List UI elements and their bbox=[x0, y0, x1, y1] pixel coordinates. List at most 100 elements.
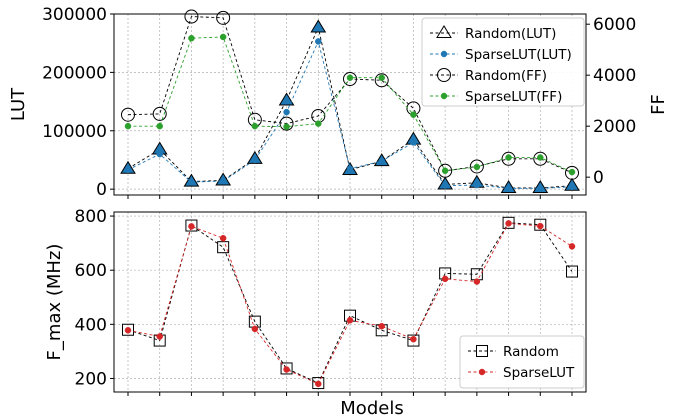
y-right-tick-label: 0 bbox=[593, 168, 604, 188]
data-point bbox=[473, 163, 481, 171]
series-sparselut-ff- bbox=[124, 33, 576, 176]
legend-label: Random(LUT) bbox=[465, 26, 556, 42]
x-axis-title: Models bbox=[340, 398, 403, 416]
legend-marker bbox=[440, 50, 448, 58]
data-point bbox=[156, 122, 163, 130]
data-point bbox=[378, 322, 385, 330]
data-point bbox=[315, 380, 322, 388]
y-axis-title: LUT bbox=[8, 87, 29, 121]
data-point bbox=[346, 74, 354, 81]
data-point bbox=[121, 107, 135, 122]
y-axis-title: F_max (MHz) bbox=[44, 244, 65, 361]
series-line bbox=[127, 25, 573, 189]
data-point bbox=[283, 366, 290, 373]
data-point bbox=[283, 108, 290, 116]
y-tick-label: 400 bbox=[75, 315, 107, 335]
data-point bbox=[124, 327, 132, 334]
data-point bbox=[278, 92, 295, 106]
y-tick-label: 600 bbox=[75, 261, 107, 281]
y-tick-label: 200 bbox=[75, 369, 107, 389]
data-point bbox=[505, 220, 512, 227]
y-right-tick-label: 2000 bbox=[593, 117, 636, 137]
data-point bbox=[310, 19, 327, 33]
data-point bbox=[505, 154, 512, 161]
data-point bbox=[438, 163, 453, 178]
fmax-chart: 200 400 600 800 F_max (MHz) Random SparseLUT bbox=[44, 207, 587, 396]
data-point bbox=[568, 168, 576, 176]
data-point bbox=[469, 159, 484, 174]
data-point bbox=[219, 177, 227, 185]
data-point bbox=[566, 265, 578, 278]
y-tick-label: 0 bbox=[96, 180, 107, 200]
data-point bbox=[343, 72, 357, 87]
data-point bbox=[441, 275, 449, 283]
data-point bbox=[122, 323, 134, 336]
y-tick-label: 200000 bbox=[42, 63, 107, 83]
data-point bbox=[473, 278, 481, 285]
data-point bbox=[534, 218, 547, 231]
legend-marker bbox=[476, 345, 488, 357]
data-point bbox=[441, 182, 449, 189]
data-point bbox=[565, 165, 579, 180]
data-point bbox=[217, 241, 230, 254]
data-point bbox=[312, 377, 325, 390]
y-tick-label: 300000 bbox=[42, 5, 107, 25]
series-line bbox=[127, 222, 573, 385]
series-sparselut-lut- bbox=[124, 38, 576, 192]
data-point bbox=[188, 223, 195, 230]
data-point bbox=[184, 9, 199, 24]
data-point bbox=[251, 156, 259, 164]
data-point bbox=[188, 178, 195, 186]
data-point bbox=[251, 325, 259, 333]
legend-box bbox=[459, 335, 585, 389]
data-point bbox=[568, 183, 576, 191]
data-point bbox=[407, 334, 420, 347]
data-point bbox=[346, 165, 354, 172]
data-point bbox=[473, 181, 481, 189]
y-right-tick-label: 4000 bbox=[593, 66, 636, 86]
legend-entry: Random(LUT) bbox=[430, 25, 556, 42]
data-point bbox=[378, 74, 385, 81]
legend-entry: SparseLUT(FF) bbox=[430, 89, 562, 105]
data-point bbox=[216, 10, 231, 25]
legend: Random(LUT) SparseLUT(LUT) Random(FF) Spars… bbox=[421, 17, 585, 107]
data-point bbox=[441, 167, 449, 175]
legend-entry: Random bbox=[468, 344, 559, 360]
legend-marker bbox=[436, 25, 452, 39]
data-point bbox=[251, 122, 259, 130]
legend: Random SparseLUT bbox=[459, 335, 585, 389]
data-point bbox=[315, 120, 322, 127]
data-point bbox=[505, 185, 512, 192]
data-point bbox=[537, 154, 544, 161]
y-tick-label: 100000 bbox=[42, 122, 107, 142]
data-point bbox=[533, 151, 548, 166]
data-point bbox=[185, 219, 198, 232]
data-point bbox=[280, 362, 293, 375]
data-point bbox=[374, 73, 389, 88]
data-point bbox=[188, 34, 195, 42]
y-tick-label: 800 bbox=[75, 207, 107, 227]
legend-label: SparseLUT(FF) bbox=[465, 89, 562, 105]
data-point bbox=[283, 123, 290, 130]
legend-entry: SparseLUT(LUT) bbox=[430, 47, 572, 63]
data-point bbox=[502, 216, 515, 229]
legend-marker bbox=[440, 92, 448, 100]
data-point bbox=[152, 106, 167, 121]
data-point bbox=[156, 150, 163, 158]
legend-marker bbox=[437, 68, 451, 82]
legend-label: SparseLUT(LUT) bbox=[465, 47, 572, 63]
data-point bbox=[124, 122, 132, 130]
legend-entry: Random(FF) bbox=[430, 68, 547, 84]
data-point bbox=[156, 333, 163, 340]
data-point bbox=[501, 151, 516, 166]
data-point bbox=[537, 185, 544, 192]
data-point bbox=[346, 317, 354, 324]
data-point bbox=[568, 243, 576, 250]
data-point bbox=[219, 33, 227, 41]
data-point bbox=[410, 335, 417, 343]
lut-ff-chart: 0 100000 200000 300000 0 2000 4000 6000 FF LUT Ran… bbox=[8, 5, 669, 200]
legend-marker bbox=[478, 368, 486, 376]
data-point bbox=[410, 139, 417, 146]
data-point bbox=[219, 235, 227, 242]
